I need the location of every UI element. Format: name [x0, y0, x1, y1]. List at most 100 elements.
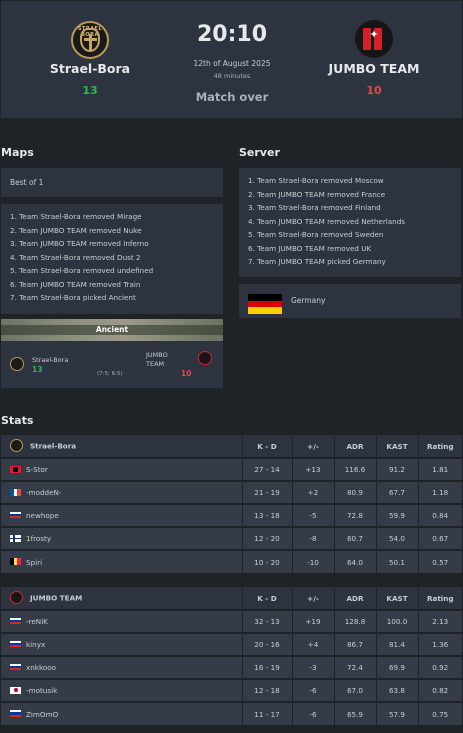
col-kast: KAST	[375, 435, 418, 458]
player-kast: 81.4	[375, 632, 418, 656]
table-row: newhope 13 - 18 -5 72.8 59.9 0.84	[1, 503, 462, 527]
col-kd: K - D	[241, 435, 292, 458]
player-cell[interactable]: 1frosty	[1, 526, 242, 550]
stats-team-header[interactable]: JUMBO TEAM	[1, 587, 242, 610]
col-rating: Rating	[417, 587, 462, 610]
team2-name[interactable]: JUMBO TEAM	[328, 61, 420, 76]
team2-score: 10	[366, 84, 382, 97]
table-row: -motusik 12 - 18 -6 67.0 63.8 0.82	[1, 678, 462, 702]
stats-table: Strael-Bora K - D +/- ADR KAST Rating S-Stor 27…	[1, 435, 462, 573]
col-adr: ADR	[333, 435, 376, 458]
player-name[interactable]: Spiri	[26, 557, 43, 567]
match-time: 20:10	[196, 22, 268, 47]
player-kast: 100.0	[375, 609, 418, 633]
player-cell[interactable]: ZimOmO	[1, 701, 242, 725]
country-flag-icon	[10, 640, 21, 648]
server-selected-box: Germany	[239, 284, 461, 318]
player-rating: 2.13	[417, 609, 462, 633]
team1-score: 13	[82, 84, 98, 97]
player-kd: 21 - 19	[241, 480, 292, 504]
stats-team-name[interactable]: Strael-Bora	[30, 441, 77, 450]
veto-item: 4. Team JUMBO TEAM removed Netherlands	[248, 216, 406, 226]
player-name[interactable]: -motusik	[26, 686, 58, 695]
stats-table: JUMBO TEAM K - D +/- ADR KAST Rating -reNiK 32 …	[1, 587, 462, 725]
stats-team-header[interactable]: Strael-Bora	[1, 435, 242, 458]
player-pm: -5	[291, 503, 334, 527]
player-name[interactable]: ZimOmO	[26, 709, 59, 719]
player-kast: 50.1	[375, 549, 418, 573]
player-cell[interactable]: -moddeN-	[1, 480, 242, 504]
table-row: S-Stor 27 - 14 +13 116.6 91.2 1.81	[1, 457, 462, 481]
table-row: Spiri 10 - 20 -10 64.0 50.1 0.57	[1, 549, 462, 573]
player-kd: 32 - 13	[241, 609, 292, 633]
jumbo-team-logo-icon[interactable]: ✦	[355, 20, 393, 58]
col-adr: ADR	[333, 587, 376, 610]
col-kd: K - D	[241, 587, 292, 610]
player-kd: 13 - 18	[241, 503, 292, 527]
stats-header-row: JUMBO TEAM K - D +/- ADR KAST Rating	[1, 587, 462, 610]
player-name[interactable]: -reNiK	[26, 617, 48, 626]
player-pm: -6	[291, 678, 334, 702]
veto-item: 3. Team JUMBO TEAM removed Inferno	[10, 239, 149, 248]
map-team2-name: JUMBO TEAM	[146, 351, 168, 368]
player-cell[interactable]: newhope	[1, 503, 242, 527]
team-logo-icon	[10, 590, 23, 604]
player-adr: 128.8	[333, 609, 376, 633]
country-flag-icon	[10, 558, 22, 565]
veto-item: 6. Team JUMBO TEAM removed UK	[248, 243, 372, 253]
player-name[interactable]: -moddeN-	[26, 488, 62, 497]
stats-header-row: Strael-Bora K - D +/- ADR KAST Rating	[1, 435, 462, 458]
player-cell[interactable]: Spiri	[1, 549, 242, 573]
table-row: xnkkooo 16 - 19 -3 72.4 69.9 0.92	[1, 655, 462, 679]
player-cell[interactable]: -motusik	[1, 678, 242, 702]
server-selected: Germany	[291, 296, 326, 305]
player-kd: 12 - 20	[241, 526, 292, 550]
player-kast: 67.7	[375, 480, 418, 504]
player-rating: 0.92	[417, 655, 462, 679]
player-kd: 10 - 20	[241, 549, 292, 573]
player-name[interactable]: 1frosty	[26, 534, 52, 543]
germany-flag-icon	[248, 294, 282, 314]
maps-format: Best of 1	[10, 178, 44, 187]
player-adr: 80.9	[333, 480, 376, 504]
player-name[interactable]: xnkkooo	[26, 663, 57, 672]
table-row: 1frosty 12 - 20 -8 60.7 54.0 0.67	[1, 526, 462, 550]
player-pm: +13	[291, 457, 334, 481]
veto-item: 6. Team JUMBO TEAM removed Train	[10, 279, 141, 289]
player-cell[interactable]: xnkkooo	[1, 655, 242, 679]
veto-item: 2. Team JUMBO TEAM removed France	[248, 189, 386, 199]
maps-format-box: Best of 1	[1, 168, 223, 197]
player-adr: 72.4	[333, 655, 376, 679]
col-rating: Rating	[417, 435, 462, 458]
table-row: -reNiK 32 - 13 +19 128.8 100.0 2.13	[1, 609, 462, 633]
stats-title: Stats	[1, 414, 34, 427]
stats-team-name[interactable]: JUMBO TEAM	[30, 593, 83, 602]
player-name[interactable]: newhope	[26, 511, 59, 520]
team-logo-icon	[10, 438, 23, 452]
player-cell[interactable]: S-Stor	[1, 457, 242, 481]
player-pm: -3	[291, 655, 334, 679]
player-pm: +19	[291, 609, 334, 633]
player-rating: 0.67	[417, 526, 462, 550]
player-name[interactable]: kinyx	[26, 640, 46, 649]
team1-name[interactable]: Strael-Bora	[49, 61, 131, 76]
strael-bora-logo-icon[interactable]: STRAEL BORA	[71, 21, 109, 59]
match-duration: 48 minutes	[213, 72, 251, 80]
map-result-card[interactable]: Ancient Strael-Bora 13 (7:5; 6:5) JUMBO …	[1, 319, 223, 388]
player-kd: 11 - 17	[241, 701, 292, 725]
player-kd: 27 - 14	[241, 457, 292, 481]
veto-item: 3. Team Strael-Bora removed Finland	[248, 203, 381, 212]
player-name[interactable]: S-Stor	[26, 465, 48, 474]
strael-bora-mini-logo-icon	[10, 357, 24, 371]
player-kd: 16 - 19	[241, 655, 292, 679]
player-cell[interactable]: -reNiK	[1, 609, 242, 633]
veto-item: 7. Team Strael-Bora picked Ancient	[10, 293, 136, 302]
veto-item: 7. Team JUMBO TEAM picked Germany	[248, 257, 386, 266]
country-flag-icon	[10, 488, 22, 496]
player-cell[interactable]: kinyx	[1, 632, 242, 656]
player-kast: 69.9	[375, 655, 418, 679]
player-adr: 64.0	[333, 549, 376, 573]
veto-item: 1. Team Strael-Bora removed Moscow	[248, 176, 384, 185]
maps-veto-list: 1. Team Strael-Bora removed Mirage 2. Tea…	[10, 210, 153, 305]
maps-title: Maps	[1, 146, 34, 159]
